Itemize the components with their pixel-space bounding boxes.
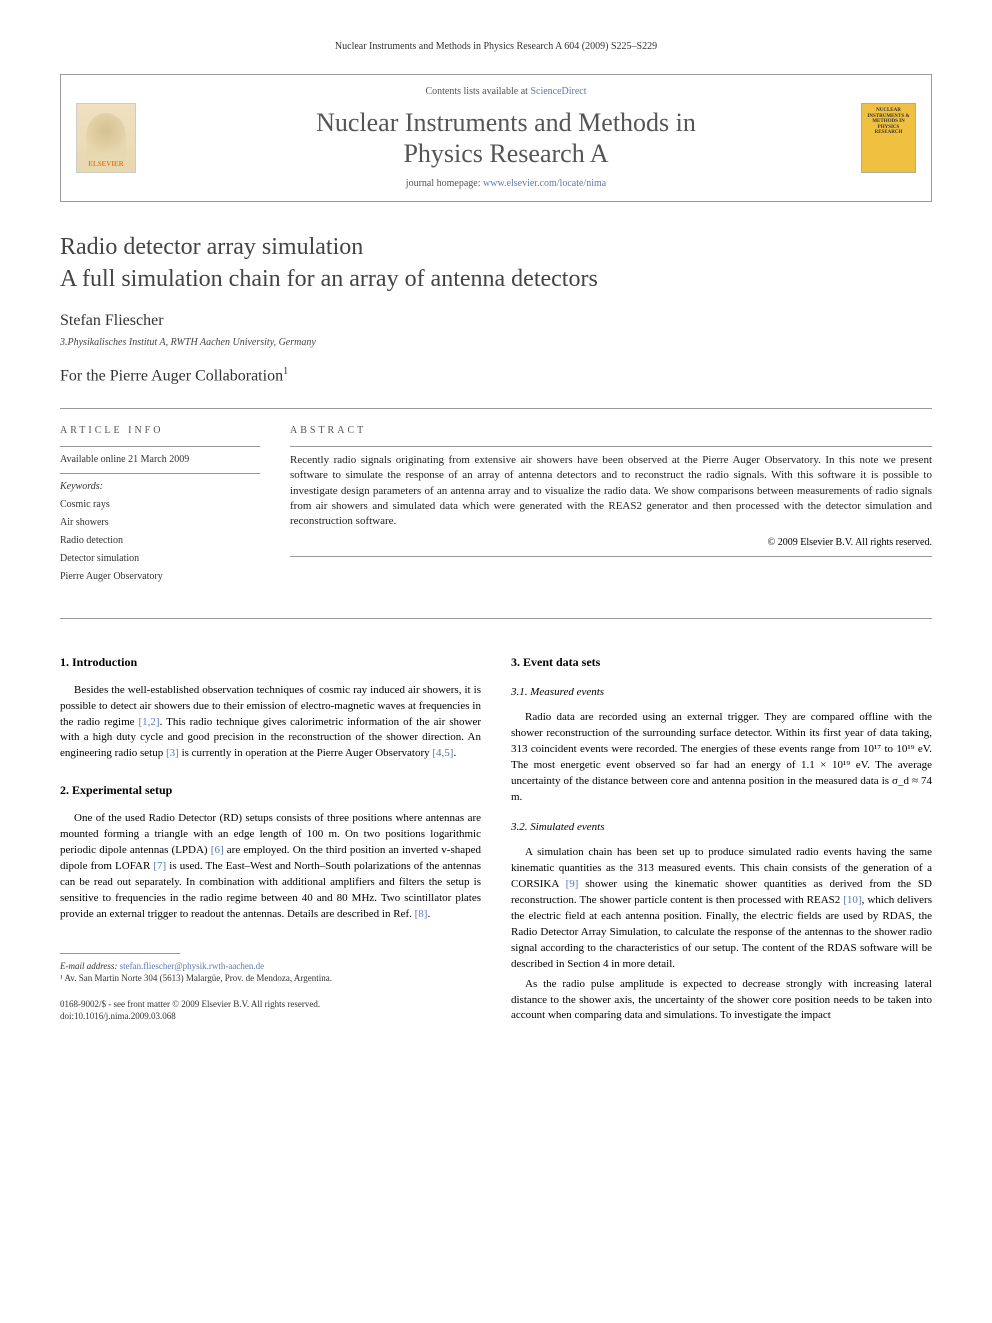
section-1-paragraph: Besides the well-established observation… xyxy=(60,683,481,763)
citation-link[interactable]: [9] xyxy=(566,878,579,890)
body-text: is currently in operation at the Pierre … xyxy=(179,747,433,759)
section-3-2-heading: 3.2. Simulated events xyxy=(511,820,932,835)
journal-masthead: ELSEVIER Contents lists available at Sci… xyxy=(60,74,932,202)
citation-link[interactable]: [6] xyxy=(211,844,224,856)
title-line1: Radio detector array simulation xyxy=(60,234,363,260)
article-info-block: ARTICLE INFO Available online 21 March 2… xyxy=(60,424,260,588)
issn-line: 0168-9002/$ - see front matter © 2009 El… xyxy=(60,999,481,1011)
section-3-1-paragraph: Radio data are recorded using an externa… xyxy=(511,710,932,806)
section-3-2-paragraph-1: A simulation chain has been set up to pr… xyxy=(511,845,932,973)
section-2-heading: 2. Experimental setup xyxy=(60,782,481,799)
email-link[interactable]: stefan.fliescher@physik.rwth-aachen.de xyxy=(120,961,264,971)
citation-link[interactable]: [8] xyxy=(415,908,428,920)
body-text: . xyxy=(427,908,430,920)
homepage-prefix: journal homepage: xyxy=(406,178,483,189)
footnote-divider xyxy=(60,953,180,954)
info-divider xyxy=(60,473,260,474)
journal-center-block: Contents lists available at ScienceDirec… xyxy=(151,85,861,191)
homepage-link[interactable]: www.elsevier.com/locate/nima xyxy=(483,178,606,189)
keyword: Pierre Auger Observatory xyxy=(60,570,260,584)
sciencedirect-link[interactable]: ScienceDirect xyxy=(530,86,586,97)
section-3-heading: 3. Event data sets xyxy=(511,654,932,671)
contents-available: Contents lists available at ScienceDirec… xyxy=(151,85,861,99)
section-1-heading: 1. Introduction xyxy=(60,654,481,671)
author-name: Stefan Fliescher xyxy=(60,310,932,332)
keyword: Detector simulation xyxy=(60,552,260,566)
citation-link[interactable]: [1,2] xyxy=(139,716,160,728)
journal-cover-thumbnail: NUCLEAR INSTRUMENTS & METHODS IN PHYSICS… xyxy=(861,103,916,173)
info-abstract-row: ARTICLE INFO Available online 21 March 2… xyxy=(60,424,932,588)
left-column: 1. Introduction Besides the well-establi… xyxy=(60,634,481,1029)
collab-footnote-marker: 1 xyxy=(283,366,288,377)
publisher-name: ELSEVIER xyxy=(88,160,123,170)
abstract-copyright: © 2009 Elsevier B.V. All rights reserved… xyxy=(290,536,932,550)
journal-title-line2: Physics Research A xyxy=(403,139,608,168)
elsevier-tree-icon xyxy=(86,113,126,158)
author-affiliation: 3.Physikalisches Institut A, RWTH Aachen… xyxy=(60,336,932,350)
doi-line: doi:10.1016/j.nima.2009.03.068 xyxy=(60,1011,481,1023)
article-title: Radio detector array simulation A full s… xyxy=(60,232,932,294)
collaboration-text: For the Pierre Auger Collaboration xyxy=(60,367,283,384)
info-divider xyxy=(290,556,932,557)
abstract-text: Recently radio signals originating from … xyxy=(290,453,932,530)
keywords-label: Keywords: xyxy=(60,480,260,494)
abstract-heading: ABSTRACT xyxy=(290,424,932,438)
citation-link[interactable]: [7] xyxy=(153,860,166,872)
keyword: Radio detection xyxy=(60,534,260,548)
abstract-block: ABSTRACT Recently radio signals originat… xyxy=(290,424,932,588)
body-columns: 1. Introduction Besides the well-establi… xyxy=(60,634,932,1029)
right-column: 3. Event data sets 3.1. Measured events … xyxy=(511,634,932,1029)
keyword: Cosmic rays xyxy=(60,498,260,512)
body-text: . xyxy=(453,747,456,759)
journal-title: Nuclear Instruments and Methods in Physi… xyxy=(151,107,861,169)
citation-link[interactable]: [4,5] xyxy=(432,747,453,759)
title-line2: A full simulation chain for an array of … xyxy=(60,266,598,292)
section-divider xyxy=(60,408,932,409)
journal-homepage: journal homepage: www.elsevier.com/locat… xyxy=(151,177,861,191)
journal-title-line1: Nuclear Instruments and Methods in xyxy=(316,108,696,137)
section-3-1-heading: 3.1. Measured events xyxy=(511,685,932,700)
section-3-2-paragraph-2: As the radio pulse amplitude is expected… xyxy=(511,977,932,1025)
contents-prefix: Contents lists available at xyxy=(425,86,530,97)
citation-link[interactable]: [10] xyxy=(843,894,861,906)
running-header: Nuclear Instruments and Methods in Physi… xyxy=(60,40,932,54)
available-online: Available online 21 March 2009 xyxy=(60,453,260,467)
section-2-paragraph: One of the used Radio Detector (RD) setu… xyxy=(60,811,481,923)
info-divider xyxy=(60,446,260,447)
keyword: Air showers xyxy=(60,516,260,530)
citation-link[interactable]: [3] xyxy=(166,747,179,759)
elsevier-logo: ELSEVIER xyxy=(76,103,136,173)
info-divider xyxy=(290,446,932,447)
collaboration-line: For the Pierre Auger Collaboration1 xyxy=(60,365,932,388)
article-info-heading: ARTICLE INFO xyxy=(60,424,260,438)
email-label: E-mail address: xyxy=(60,961,120,971)
address-footnote: ¹ Av. San Martin Norte 304 (5613) Malarg… xyxy=(60,972,481,985)
email-footnote: E-mail address: stefan.fliescher@physik.… xyxy=(60,960,481,973)
section-divider xyxy=(60,618,932,619)
